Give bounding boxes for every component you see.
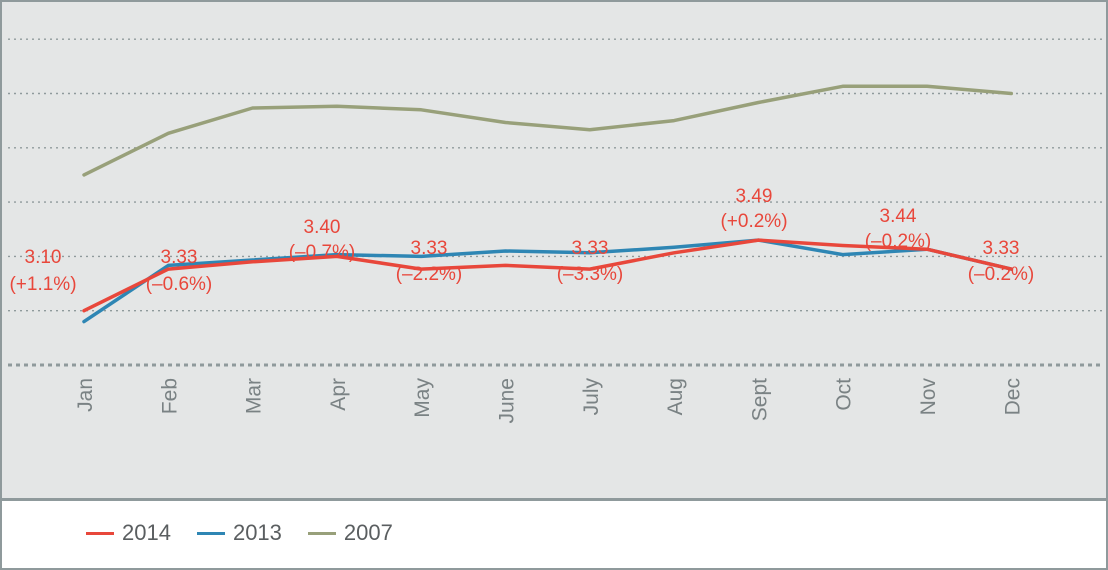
- data-label-change: (+0.2%): [720, 211, 787, 232]
- data-label-change: (+1.1%): [9, 274, 76, 295]
- series-line-2007: [82, 84, 1014, 177]
- line-chart: Jan Feb Mar Apr May June July Aug Sept Oct Nov Dec 3…: [8, 38, 1102, 424]
- data-label-value: 3.44: [880, 206, 917, 227]
- legend-item-2014: 2014: [86, 520, 171, 546]
- data-label-value: 3.33: [411, 238, 448, 259]
- legend-label-2014: 2014: [122, 520, 171, 545]
- x-tick-label: Mar: [243, 378, 266, 414]
- data-label-change: (–0.2%): [865, 231, 932, 252]
- data-label-value: 3.10: [25, 247, 62, 268]
- x-tick-label: May: [411, 378, 434, 418]
- x-tick-label: Oct: [833, 378, 856, 411]
- legend-label-2013: 2013: [232, 520, 282, 545]
- data-label-value: 3.33: [983, 238, 1020, 259]
- legend: 2014 2013 2007: [86, 520, 393, 546]
- legend-label-2007: 2007: [343, 520, 393, 545]
- data-label-value: 3.33: [572, 238, 609, 259]
- data-label-change: (–3.3%): [557, 264, 624, 285]
- x-tick-label: June: [496, 378, 519, 424]
- x-tick-label: Apr: [327, 378, 350, 411]
- legend-item-2013: 2013: [196, 520, 282, 546]
- legend-swatch-2013: [196, 531, 225, 535]
- data-label-change: (–0.2%): [968, 264, 1035, 285]
- series-line-2013: [82, 238, 1014, 324]
- data-label-change: (–0.7%): [289, 242, 356, 263]
- data-label-value: 3.40: [304, 217, 341, 238]
- x-tick-label: Jan: [74, 378, 97, 412]
- legend-item-2007: 2007: [307, 520, 393, 546]
- x-tick-label: Sept: [748, 378, 771, 421]
- data-label-change: (–2.2%): [396, 264, 463, 285]
- data-label-value: 3.33: [161, 247, 198, 268]
- x-tick-label: Aug: [664, 378, 687, 415]
- legend-swatch-2007: [307, 531, 336, 535]
- data-label-change: (–0.6%): [146, 274, 213, 295]
- series-line-2014: [82, 238, 1014, 313]
- plot-panel: Jan Feb Mar Apr May June July Aug Sept Oct Nov Dec 3…: [2, 2, 1106, 501]
- data-label-value: 3.49: [736, 186, 773, 207]
- x-tick-label: Nov: [917, 378, 940, 416]
- x-tick-label: July: [580, 378, 603, 416]
- x-tick-label: Dec: [1001, 378, 1024, 415]
- x-tick-label: Feb: [158, 378, 181, 414]
- legend-swatch-2014: [86, 531, 114, 535]
